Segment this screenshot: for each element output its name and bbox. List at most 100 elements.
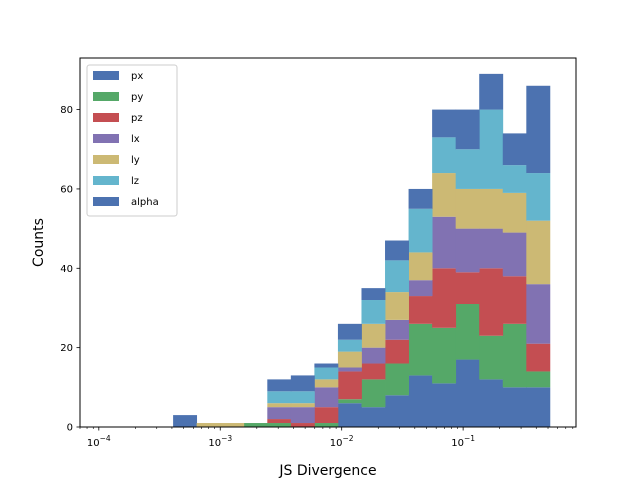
legend-label-alpha: alpha — [131, 197, 159, 208]
bar-ly-bin-14 — [502, 192, 527, 233]
x-tick-label: 10−1 — [451, 434, 475, 449]
bar-py-bin-4 — [267, 423, 292, 427]
bar-alpha-bin-11 — [432, 109, 457, 138]
bar-py-bin-15 — [526, 371, 551, 388]
bar-lx-bin-7 — [337, 367, 362, 372]
bar-lx-bin-6 — [314, 387, 339, 408]
bar-lz-bin-14 — [502, 165, 527, 193]
bar-alpha-bin-9 — [385, 240, 409, 261]
legend-swatch-py — [93, 92, 119, 101]
bar-py-bin-12 — [455, 304, 480, 360]
bar-ly-bin-7 — [337, 351, 362, 368]
legend-label-py: py — [131, 92, 143, 103]
bar-ly-bin-13 — [479, 188, 504, 229]
legend-label-lz: lz — [131, 176, 139, 187]
bar-lx-bin-9 — [385, 319, 409, 340]
legend-swatch-lx — [93, 134, 119, 143]
y-tick-label: 20 — [60, 343, 73, 354]
bar-ly-bin-12 — [455, 188, 480, 229]
x-tick-label: 10−3 — [208, 434, 232, 449]
bar-px-bin-14 — [502, 387, 527, 427]
x-tick-label: 10−4 — [87, 434, 111, 449]
bar-lx-bin-4 — [267, 407, 292, 420]
legend-swatch-px — [93, 71, 119, 80]
bar-py-bin-6 — [314, 423, 339, 427]
bar-pz-bin-6 — [314, 407, 339, 424]
bar-alpha-bin-12 — [455, 109, 480, 150]
bar-ly-bin-4 — [267, 403, 292, 408]
bar-pz-bin-4 — [267, 419, 292, 424]
bar-alpha-bin-6 — [314, 363, 339, 368]
legend-swatch-pz — [93, 113, 119, 122]
legend-swatch-lz — [93, 176, 119, 185]
bar-ly-bin-10 — [408, 252, 433, 281]
x-axis-label: JS Divergence — [278, 463, 376, 479]
bar-pz-bin-9 — [385, 339, 409, 364]
y-tick-label: 40 — [60, 264, 73, 275]
bar-px-bin-8 — [361, 407, 386, 427]
bar-py-bin-10 — [408, 323, 433, 376]
bars-group — [173, 73, 551, 427]
bar-py-bin-7 — [337, 399, 362, 404]
bar-pz-bin-11 — [432, 268, 457, 328]
bar-px-bin-11 — [432, 383, 457, 427]
bar-px-bin-10 — [408, 375, 433, 427]
bar-lz-bin-12 — [455, 149, 480, 189]
bar-ly-bin-9 — [385, 292, 409, 320]
bar-ly-bin-15 — [526, 220, 551, 285]
bar-pz-bin-8 — [361, 363, 386, 380]
bar-lz-bin-11 — [432, 137, 457, 174]
bar-py-bin-8 — [361, 379, 386, 408]
bar-pz-bin-5 — [290, 423, 315, 427]
bar-lx-bin-5 — [290, 407, 315, 424]
bar-ly-bin-2 — [220, 423, 245, 427]
bar-lx-bin-14 — [502, 232, 527, 277]
legend-label-ly: ly — [131, 155, 140, 166]
bar-lz-bin-15 — [526, 173, 551, 221]
plot-frame — [79, 57, 577, 428]
bar-lx-bin-11 — [432, 216, 457, 269]
legend: px py pz lx ly lz alpha — [86, 64, 178, 217]
bar-py-bin-14 — [502, 323, 527, 388]
y-tick-label: 60 — [60, 184, 73, 195]
bar-px-bin-7 — [337, 403, 362, 427]
y-axis-label: Counts — [31, 218, 47, 267]
bar-lz-bin-8 — [361, 300, 386, 324]
legend-swatch-alpha — [93, 197, 119, 206]
bar-lx-bin-15 — [526, 284, 551, 344]
bar-lz-bin-6 — [314, 367, 339, 380]
bar-alpha-bin-13 — [479, 73, 504, 110]
bar-lz-bin-7 — [337, 339, 362, 352]
bar-py-bin-13 — [479, 335, 504, 380]
bar-pz-bin-13 — [479, 268, 504, 336]
legend-label-pz: pz — [131, 113, 143, 124]
bar-lx-bin-12 — [455, 228, 480, 273]
bar-px-bin-9 — [385, 395, 409, 427]
bar-alpha-bin-15 — [526, 85, 551, 174]
bar-pz-bin-12 — [455, 272, 480, 304]
bar-alpha-bin-14 — [502, 133, 527, 166]
bar-ly-bin-8 — [361, 323, 386, 348]
bar-ly-bin-5 — [290, 403, 315, 408]
bar-alpha-bin-8 — [361, 288, 386, 301]
bar-lz-bin-13 — [479, 109, 504, 189]
bar-lz-bin-9 — [385, 260, 409, 293]
bar-pz-bin-10 — [408, 296, 433, 324]
bar-lx-bin-10 — [408, 280, 433, 297]
bar-pz-bin-7 — [337, 371, 362, 400]
bar-px-bin-13 — [479, 379, 504, 427]
bar-alpha-bin-4 — [267, 379, 292, 392]
bar-alpha-bin-7 — [337, 323, 362, 340]
legend-swatch-ly — [93, 155, 119, 164]
bar-py-bin-9 — [385, 363, 409, 396]
y-axis: 0 20 40 60 80 — [60, 105, 80, 434]
bar-ly-bin-6 — [314, 379, 339, 388]
bar-lz-bin-4 — [267, 391, 292, 404]
bar-ly-bin-11 — [432, 173, 457, 217]
legend-label-px: px — [131, 71, 143, 82]
y-tick-label: 80 — [60, 105, 73, 116]
bar-ly-bin-1 — [196, 423, 221, 427]
bar-lx-bin-13 — [479, 228, 504, 269]
bar-pz-bin-14 — [502, 276, 527, 324]
